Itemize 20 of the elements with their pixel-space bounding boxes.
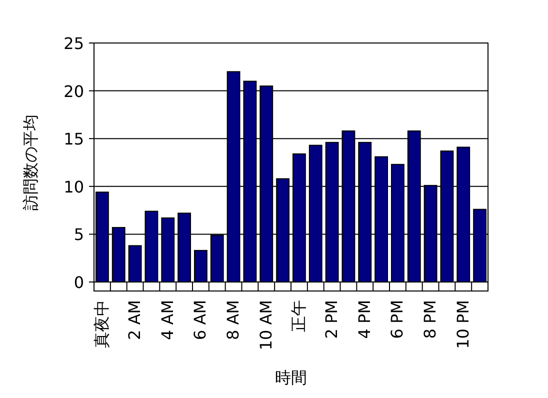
x-tick-label: 6 AM (190, 300, 210, 340)
x-tick-label: 8 PM (420, 300, 440, 339)
x-tick-label: 正午 (289, 300, 308, 332)
x-tick-label: 4 PM (354, 300, 374, 339)
x-tick-label: 2 PM (322, 300, 342, 339)
y-tick-label: 15 (64, 130, 84, 149)
y-axis-title: 訪問数の平均 (21, 114, 40, 210)
y-tick-label: 0 (74, 273, 84, 292)
y-tick-label: 25 (64, 34, 84, 53)
x-axis-title: 時間 (275, 368, 307, 387)
x-tick-label: 6 PM (388, 300, 407, 339)
y-tick-label: 20 (64, 82, 84, 101)
x-tick-label: 真夜中 (92, 300, 112, 348)
x-tick-label: 10 AM (256, 300, 276, 350)
y-tick-label: 5 (74, 225, 84, 244)
x-tick-label: 8 AM (224, 300, 243, 340)
x-tick-label: 4 AM (158, 300, 177, 340)
x-tick-label: 10 PM (453, 300, 472, 349)
x-tick-label: 2 AM (125, 300, 144, 340)
y-tick-label: 10 (64, 177, 84, 196)
